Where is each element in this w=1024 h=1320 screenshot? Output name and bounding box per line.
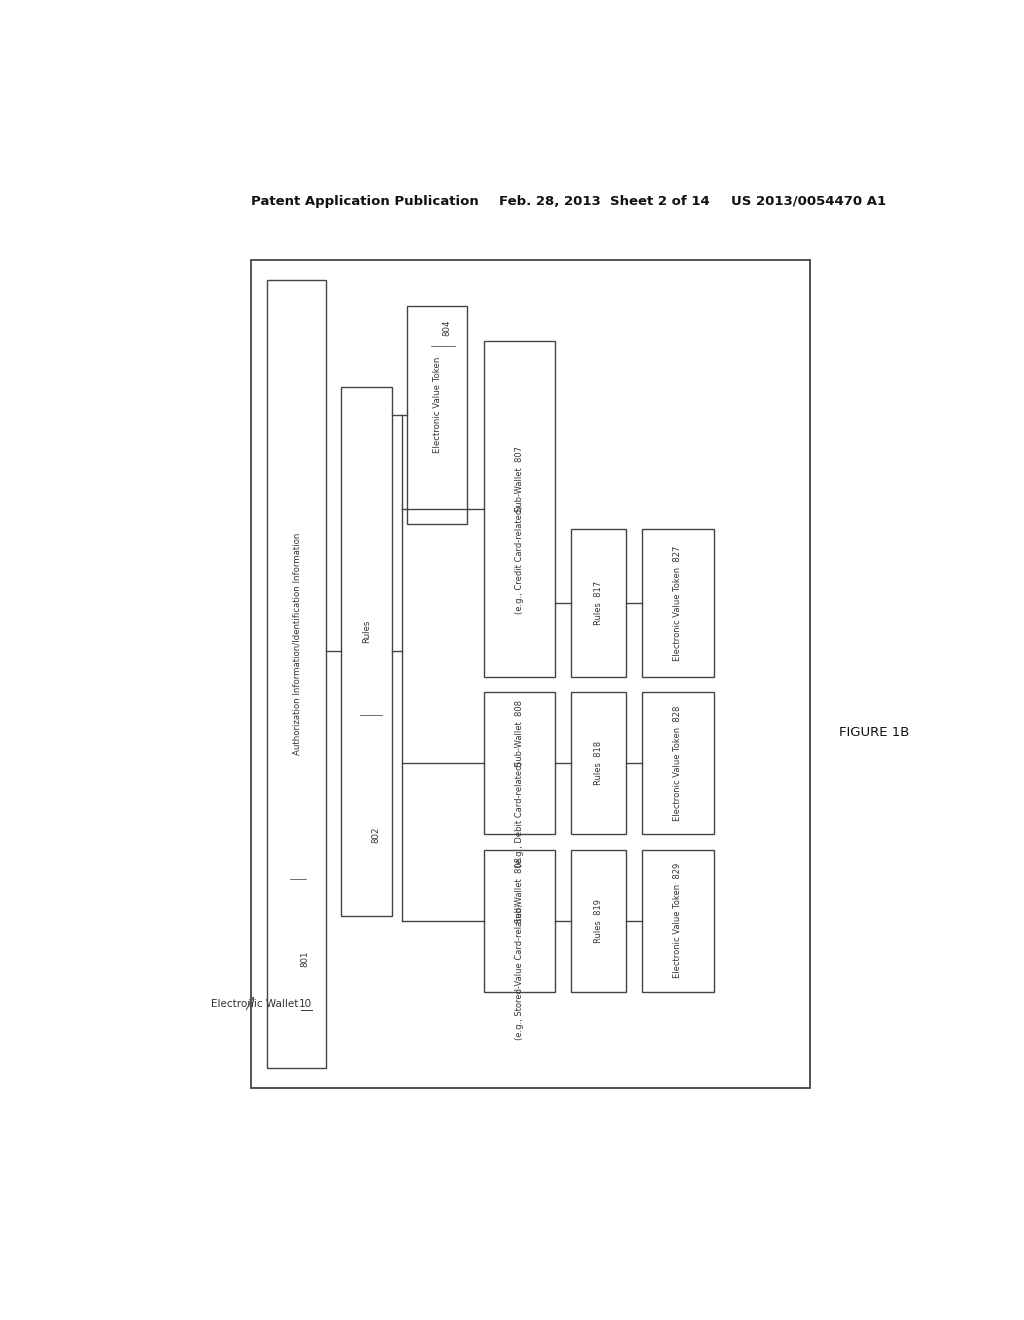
Bar — [570, 529, 627, 677]
Text: Electronic Wallet: Electronic Wallet — [211, 999, 299, 1008]
Bar — [483, 692, 555, 834]
Text: Patent Application Publication: Patent Application Publication — [251, 194, 479, 207]
Text: 804: 804 — [442, 319, 452, 337]
Text: Sub-Wallet  808: Sub-Wallet 808 — [515, 857, 523, 923]
Bar — [483, 342, 555, 677]
Text: Rules  817: Rules 817 — [594, 581, 603, 626]
Text: Rules  819: Rules 819 — [594, 899, 603, 942]
Text: FIGURE 1B: FIGURE 1B — [839, 726, 909, 739]
Bar — [642, 692, 714, 834]
Text: Feb. 28, 2013  Sheet 2 of 14: Feb. 28, 2013 Sheet 2 of 14 — [500, 194, 711, 207]
Text: Electronic Value Token  828: Electronic Value Token 828 — [674, 705, 682, 821]
Bar — [570, 850, 627, 991]
Text: Sub-Wallet  807: Sub-Wallet 807 — [515, 446, 523, 512]
Bar — [341, 387, 392, 916]
Text: Electronic Value Token  827: Electronic Value Token 827 — [674, 545, 682, 661]
Bar — [642, 529, 714, 677]
Text: Electronic Value Token: Electronic Value Token — [432, 356, 441, 453]
Text: Authorization Information/Identification Information: Authorization Information/Identification… — [292, 532, 301, 755]
Text: (e.g., Credit Card-related): (e.g., Credit Card-related) — [515, 506, 523, 614]
Text: Rules  818: Rules 818 — [594, 741, 603, 785]
Text: Rules: Rules — [361, 619, 371, 643]
Bar — [267, 280, 327, 1068]
Text: (e.g., Stored-Value Card-related): (e.g., Stored-Value Card-related) — [515, 903, 523, 1040]
Bar — [251, 260, 810, 1089]
Text: (e.g., Debit Card-related): (e.g., Debit Card-related) — [515, 762, 523, 867]
Bar — [642, 850, 714, 991]
Text: 10: 10 — [299, 999, 311, 1008]
Text: US 2013/0054470 A1: US 2013/0054470 A1 — [731, 194, 886, 207]
Text: Sub-Wallet  808: Sub-Wallet 808 — [515, 700, 523, 766]
Bar — [483, 850, 555, 991]
Bar — [570, 692, 627, 834]
Text: 802: 802 — [372, 826, 381, 842]
Text: Electronic Value Token  829: Electronic Value Token 829 — [674, 863, 682, 978]
Text: 801: 801 — [300, 950, 309, 968]
Bar — [408, 306, 467, 524]
